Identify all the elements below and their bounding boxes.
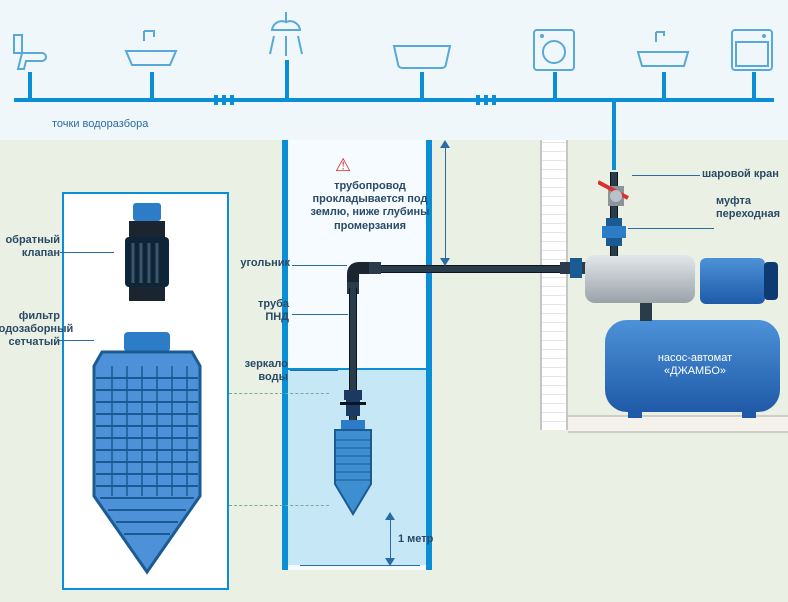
washer-icon (532, 28, 576, 72)
sink-icon (122, 25, 180, 73)
one-meter-label: 1 метр (398, 533, 433, 546)
riser-bath (420, 72, 424, 100)
hdpe-l2: ПНД (243, 311, 289, 324)
supply-drop (612, 100, 616, 170)
check-valve-large-icon (115, 203, 179, 313)
dim-1m-line (390, 518, 391, 562)
mf-l3: сетчатый (0, 336, 60, 349)
toilet-icon (8, 25, 52, 73)
tank-inlet (640, 303, 652, 321)
water-mirror-label: зеркало воды (232, 358, 288, 384)
depth-arrow-up (440, 140, 450, 148)
mesh-filter-small-icon (329, 420, 377, 518)
pump-body (585, 255, 695, 303)
elbow-label: угольник (235, 257, 290, 270)
pipe-coupling-2 (476, 95, 500, 105)
zoom-leader-top (229, 393, 329, 394)
hdpe-l1: труба (243, 298, 289, 311)
dim-1m-bottom-line (300, 565, 420, 566)
dishwasher-icon (730, 28, 774, 72)
check-valve-label: обратный клапан (2, 234, 60, 260)
riser-shower (285, 60, 289, 100)
wm-l1: зеркало (232, 358, 288, 371)
riser-toilet (28, 72, 32, 100)
coupling-label: муфта переходная (716, 195, 786, 221)
riser-sink (150, 72, 154, 100)
kitchen-sink-icon (636, 28, 690, 72)
depth-arrow-down (440, 258, 450, 266)
check-valve-small-icon (340, 388, 366, 418)
coupling-l1: муфта (716, 195, 786, 208)
pipeline-warning: трубопровод прокладывается под землю, ни… (300, 180, 440, 233)
pipe-warn-l1: трубопровод (300, 180, 440, 193)
pipe-warn-l2: прокладывается под (300, 193, 440, 206)
pump-name-label: насос-автомат «ДЖАМБО» (650, 352, 740, 378)
mf-l1: фильтр (0, 310, 60, 323)
check-valve-text: обратный клапан (2, 234, 60, 260)
mesh-filter-label: фильтр водозаборный сетчатый (0, 310, 60, 350)
pipe-warn-l4: промерзания (300, 220, 440, 233)
underground-pipe (370, 265, 588, 273)
mesh-filter-large-icon (82, 332, 212, 580)
coupling-l2: переходная (716, 208, 786, 221)
riser-dishwasher (752, 72, 756, 100)
shower-icon (264, 10, 308, 64)
hdpe-leader (292, 314, 348, 315)
mf-l2: водозаборный (0, 323, 60, 336)
ball-valve-leader (632, 175, 700, 176)
supply-pipe-main (14, 98, 774, 102)
bathtub-icon (392, 40, 452, 72)
pump-name-l1: насос-автомат (650, 352, 740, 365)
ball-valve-icon (598, 178, 634, 210)
tank-foot-r (742, 410, 756, 418)
zoom-leader-bot (229, 505, 329, 506)
pump-name-l2: «ДЖАМБО» (650, 365, 740, 378)
riser-kitchen (662, 72, 666, 100)
coupling-leader (628, 228, 714, 229)
mesh-filter-leader (58, 340, 94, 341)
dim-1m-arrow-up (385, 512, 395, 520)
water-mirror-leader (290, 370, 338, 371)
depth-dim-line (445, 145, 446, 263)
riser-washer (553, 72, 557, 100)
pipe-warn-l3: землю, ниже глубины (300, 206, 440, 219)
elbow-leader (292, 265, 347, 266)
tank-foot-l (628, 410, 642, 418)
fixtures-caption: точки водоразбора (52, 118, 148, 131)
check-valve-leader (60, 252, 114, 253)
pump-motor (700, 258, 765, 304)
pipe-coupling-1 (214, 95, 238, 105)
hdpe-label: труба ПНД (243, 298, 289, 324)
diagram-canvas: точки водоразбора 1 метр (0, 0, 788, 602)
house-wall (540, 140, 568, 430)
warning-icon: ⚠ (335, 155, 351, 176)
coupling-icon (600, 218, 628, 246)
wm-l2: воды (232, 371, 288, 384)
ball-valve-label: шаровой кран (702, 168, 779, 181)
motor-fan-icon (764, 262, 784, 300)
